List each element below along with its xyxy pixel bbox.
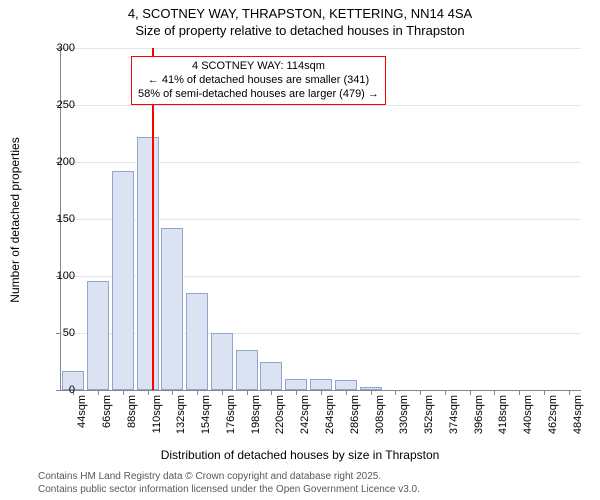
x-tick [123, 390, 124, 395]
x-tick [197, 390, 198, 395]
x-tick [148, 390, 149, 395]
histogram-bar [87, 281, 109, 390]
title-line2: Size of property relative to detached ho… [0, 23, 600, 40]
x-tick [222, 390, 223, 395]
x-axis-label: Distribution of detached houses by size … [0, 448, 600, 462]
x-tick-label: 418sqm [497, 395, 509, 434]
annotation-line: 4 SCOTNEY WAY: 114sqm [138, 60, 379, 74]
histogram-bar [335, 380, 357, 390]
x-tick-label: 66sqm [101, 395, 113, 428]
x-tick-label: 396sqm [473, 395, 485, 434]
histogram-bar [260, 362, 282, 391]
x-tick [98, 390, 99, 395]
x-tick [494, 390, 495, 395]
x-tick-label: 110sqm [151, 395, 163, 433]
x-tick [470, 390, 471, 395]
footer-line2: Contains public sector information licen… [38, 484, 420, 497]
histogram-bar [236, 350, 258, 390]
plot-area: 4 SCOTNEY WAY: 114sqm← 41% of detached h… [60, 48, 581, 391]
x-tick-label: 220sqm [274, 395, 286, 434]
chart-title: 4, SCOTNEY WAY, THRAPSTON, KETTERING, NN… [0, 6, 600, 40]
grid-line [61, 48, 581, 49]
histogram-bar [310, 379, 332, 390]
x-tick-label: 154sqm [200, 395, 212, 434]
title-line1: 4, SCOTNEY WAY, THRAPSTON, KETTERING, NN… [0, 6, 600, 23]
x-tick [172, 390, 173, 395]
annotation-line: ← 41% of detached houses are smaller (34… [138, 74, 379, 88]
y-tick-label: 250 [35, 99, 75, 111]
y-tick-label: 0 [35, 384, 75, 396]
y-tick-label: 200 [35, 156, 75, 168]
x-tick-label: 176sqm [225, 395, 237, 434]
x-tick-label: 242sqm [299, 395, 311, 434]
y-tick-label: 50 [35, 327, 75, 339]
histogram-bar [211, 333, 233, 390]
x-tick-label: 308sqm [374, 395, 386, 434]
x-tick-label: 352sqm [423, 395, 435, 434]
annotation-box: 4 SCOTNEY WAY: 114sqm← 41% of detached h… [131, 56, 386, 105]
x-tick-label: 264sqm [324, 395, 336, 434]
footer-text: Contains HM Land Registry data © Crown c… [38, 471, 420, 496]
x-tick [296, 390, 297, 395]
y-tick-label: 100 [35, 270, 75, 282]
histogram-bar [112, 171, 134, 390]
x-tick [346, 390, 347, 395]
x-tick-label: 88sqm [126, 395, 138, 428]
x-tick [247, 390, 248, 395]
x-tick-label: 44sqm [76, 395, 88, 428]
histogram-bar [285, 379, 307, 390]
histogram-bar [186, 293, 208, 390]
histogram-bar [137, 137, 159, 390]
x-tick-label: 374sqm [448, 395, 460, 434]
x-tick [271, 390, 272, 395]
x-tick-label: 462sqm [547, 395, 559, 434]
x-tick-label: 286sqm [349, 395, 361, 434]
x-tick-label: 198sqm [250, 395, 262, 434]
x-tick-label: 484sqm [572, 395, 584, 434]
x-tick [445, 390, 446, 395]
x-tick [321, 390, 322, 395]
y-tick-label: 150 [35, 213, 75, 225]
x-tick-label: 330sqm [398, 395, 410, 434]
x-tick [544, 390, 545, 395]
footer-line1: Contains HM Land Registry data © Crown c… [38, 471, 420, 484]
x-tick [569, 390, 570, 395]
histogram-bar [161, 228, 183, 390]
annotation-line: 58% of semi-detached houses are larger (… [138, 88, 379, 102]
x-tick [420, 390, 421, 395]
x-tick-label: 440sqm [522, 395, 534, 434]
x-tick-label: 132sqm [175, 395, 187, 434]
y-axis-label: Number of detached properties [8, 137, 22, 302]
x-tick [519, 390, 520, 395]
y-tick-label: 300 [35, 42, 75, 54]
x-tick [371, 390, 372, 395]
x-tick [395, 390, 396, 395]
